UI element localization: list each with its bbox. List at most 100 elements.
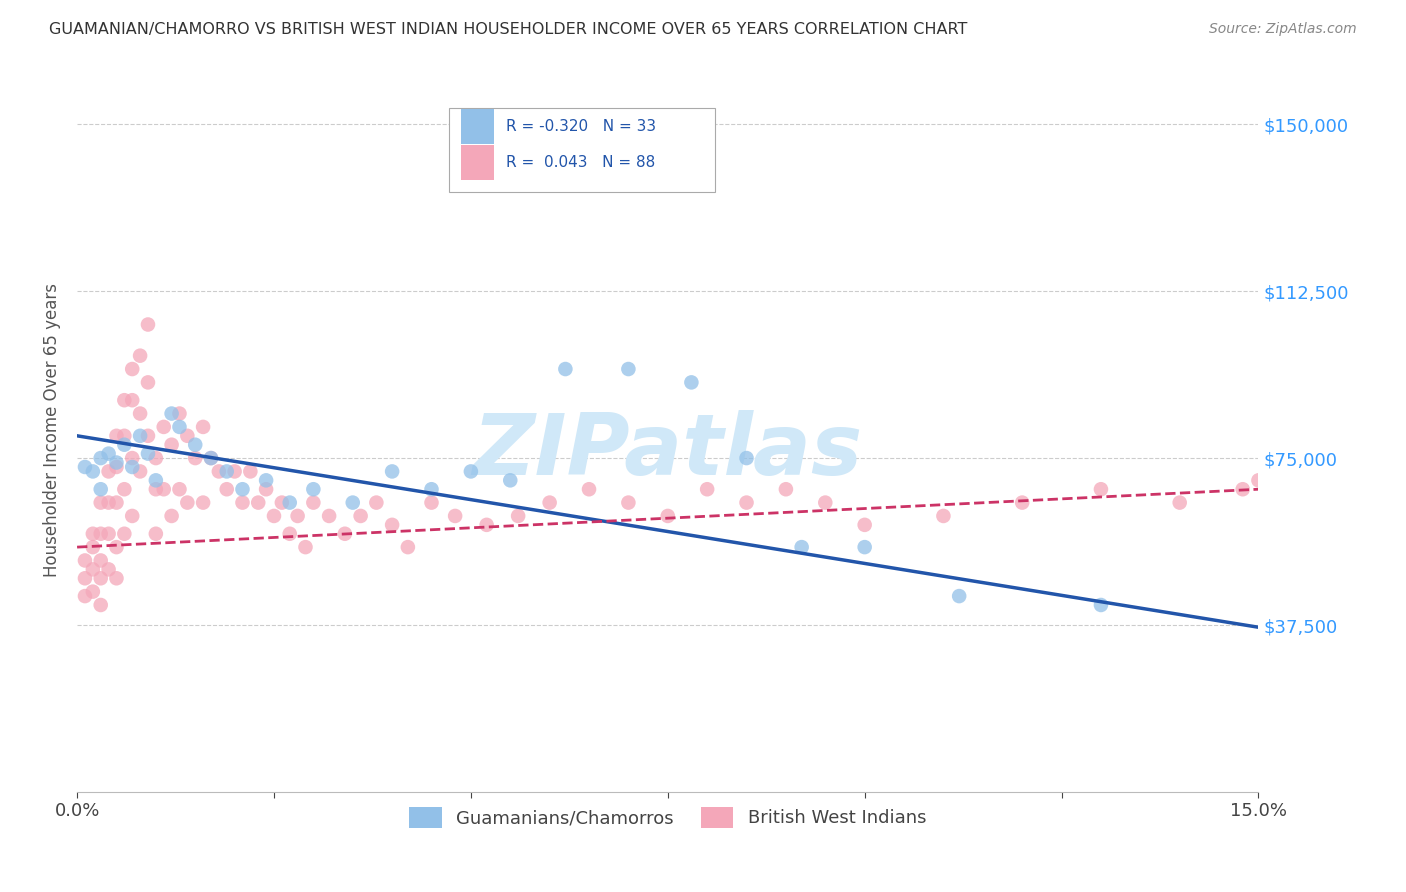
- Point: [247, 495, 270, 509]
- Point: [853, 517, 876, 532]
- Point: [420, 482, 443, 496]
- Point: [145, 482, 167, 496]
- Point: [90, 451, 112, 466]
- Point: [318, 508, 340, 523]
- Point: [381, 465, 404, 479]
- Point: [239, 465, 262, 479]
- Point: [184, 438, 207, 452]
- Point: [82, 465, 104, 479]
- Point: [90, 571, 112, 585]
- Point: [121, 393, 143, 408]
- Point: [200, 451, 222, 466]
- Point: [129, 349, 152, 363]
- Point: [278, 495, 301, 509]
- Point: [657, 508, 679, 523]
- Point: [90, 553, 112, 567]
- Point: [105, 571, 128, 585]
- Point: [333, 526, 356, 541]
- Point: [420, 495, 443, 509]
- Point: [302, 482, 325, 496]
- Point: [1247, 473, 1270, 487]
- Text: GUAMANIAN/CHAMORRO VS BRITISH WEST INDIAN HOUSEHOLDER INCOME OVER 65 YEARS CORRE: GUAMANIAN/CHAMORRO VS BRITISH WEST INDIA…: [49, 22, 967, 37]
- Point: [681, 376, 703, 390]
- FancyBboxPatch shape: [461, 145, 494, 180]
- Point: [814, 495, 837, 509]
- Point: [169, 407, 191, 421]
- Point: [948, 589, 970, 603]
- Point: [121, 460, 143, 475]
- Y-axis label: Householder Income Over 65 years: Householder Income Over 65 years: [44, 284, 60, 577]
- Point: [145, 526, 167, 541]
- Point: [90, 598, 112, 612]
- Point: [176, 429, 198, 443]
- Point: [735, 451, 758, 466]
- Point: [97, 465, 120, 479]
- Point: [184, 451, 207, 466]
- Point: [231, 482, 253, 496]
- Point: [129, 407, 152, 421]
- Point: [136, 318, 159, 332]
- Point: [1090, 598, 1112, 612]
- Point: [853, 540, 876, 554]
- FancyBboxPatch shape: [450, 108, 716, 192]
- Point: [578, 482, 600, 496]
- Point: [112, 429, 135, 443]
- Point: [263, 508, 285, 523]
- Point: [790, 540, 813, 554]
- Point: [215, 482, 238, 496]
- Point: [287, 508, 309, 523]
- Point: [169, 420, 191, 434]
- Point: [160, 438, 183, 452]
- Point: [82, 540, 104, 554]
- Point: [1011, 495, 1033, 509]
- Point: [97, 526, 120, 541]
- Point: [499, 473, 522, 487]
- Point: [278, 526, 301, 541]
- Point: [73, 460, 96, 475]
- Point: [617, 362, 640, 376]
- Point: [735, 495, 758, 509]
- Point: [294, 540, 316, 554]
- Point: [366, 495, 388, 509]
- Point: [160, 508, 183, 523]
- Point: [191, 495, 214, 509]
- Point: [145, 473, 167, 487]
- Point: [302, 495, 325, 509]
- Point: [1232, 482, 1254, 496]
- Point: [444, 508, 467, 523]
- Point: [932, 508, 955, 523]
- Point: [145, 451, 167, 466]
- Point: [121, 508, 143, 523]
- Point: [90, 482, 112, 496]
- Point: [136, 429, 159, 443]
- Point: [90, 495, 112, 509]
- Point: [97, 447, 120, 461]
- Point: [696, 482, 718, 496]
- Point: [129, 465, 152, 479]
- Point: [73, 553, 96, 567]
- Point: [254, 473, 277, 487]
- Point: [73, 571, 96, 585]
- Point: [136, 447, 159, 461]
- Point: [112, 393, 135, 408]
- Text: R =  0.043   N = 88: R = 0.043 N = 88: [506, 155, 655, 170]
- Legend: Guamanians/Chamorros, British West Indians: Guamanians/Chamorros, British West India…: [402, 800, 934, 835]
- Point: [73, 589, 96, 603]
- Point: [97, 562, 120, 576]
- Point: [105, 495, 128, 509]
- Point: [1168, 495, 1191, 509]
- Point: [475, 517, 498, 532]
- Point: [112, 526, 135, 541]
- Point: [191, 420, 214, 434]
- Point: [112, 482, 135, 496]
- Point: [160, 407, 183, 421]
- Point: [215, 465, 238, 479]
- Point: [200, 451, 222, 466]
- Point: [254, 482, 277, 496]
- Point: [231, 495, 253, 509]
- Text: Source: ZipAtlas.com: Source: ZipAtlas.com: [1209, 22, 1357, 37]
- Point: [169, 482, 191, 496]
- Text: ZIPatlas: ZIPatlas: [472, 410, 863, 493]
- Point: [112, 438, 135, 452]
- Text: R = -0.320   N = 33: R = -0.320 N = 33: [506, 119, 657, 134]
